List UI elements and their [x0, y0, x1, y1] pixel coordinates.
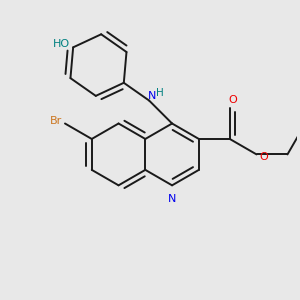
Text: O: O: [228, 95, 237, 105]
Text: HO: HO: [53, 39, 70, 50]
Text: Br: Br: [50, 116, 62, 126]
Text: H: H: [156, 88, 163, 98]
Text: N: N: [148, 91, 156, 101]
Text: O: O: [260, 152, 268, 162]
Text: N: N: [168, 194, 176, 204]
